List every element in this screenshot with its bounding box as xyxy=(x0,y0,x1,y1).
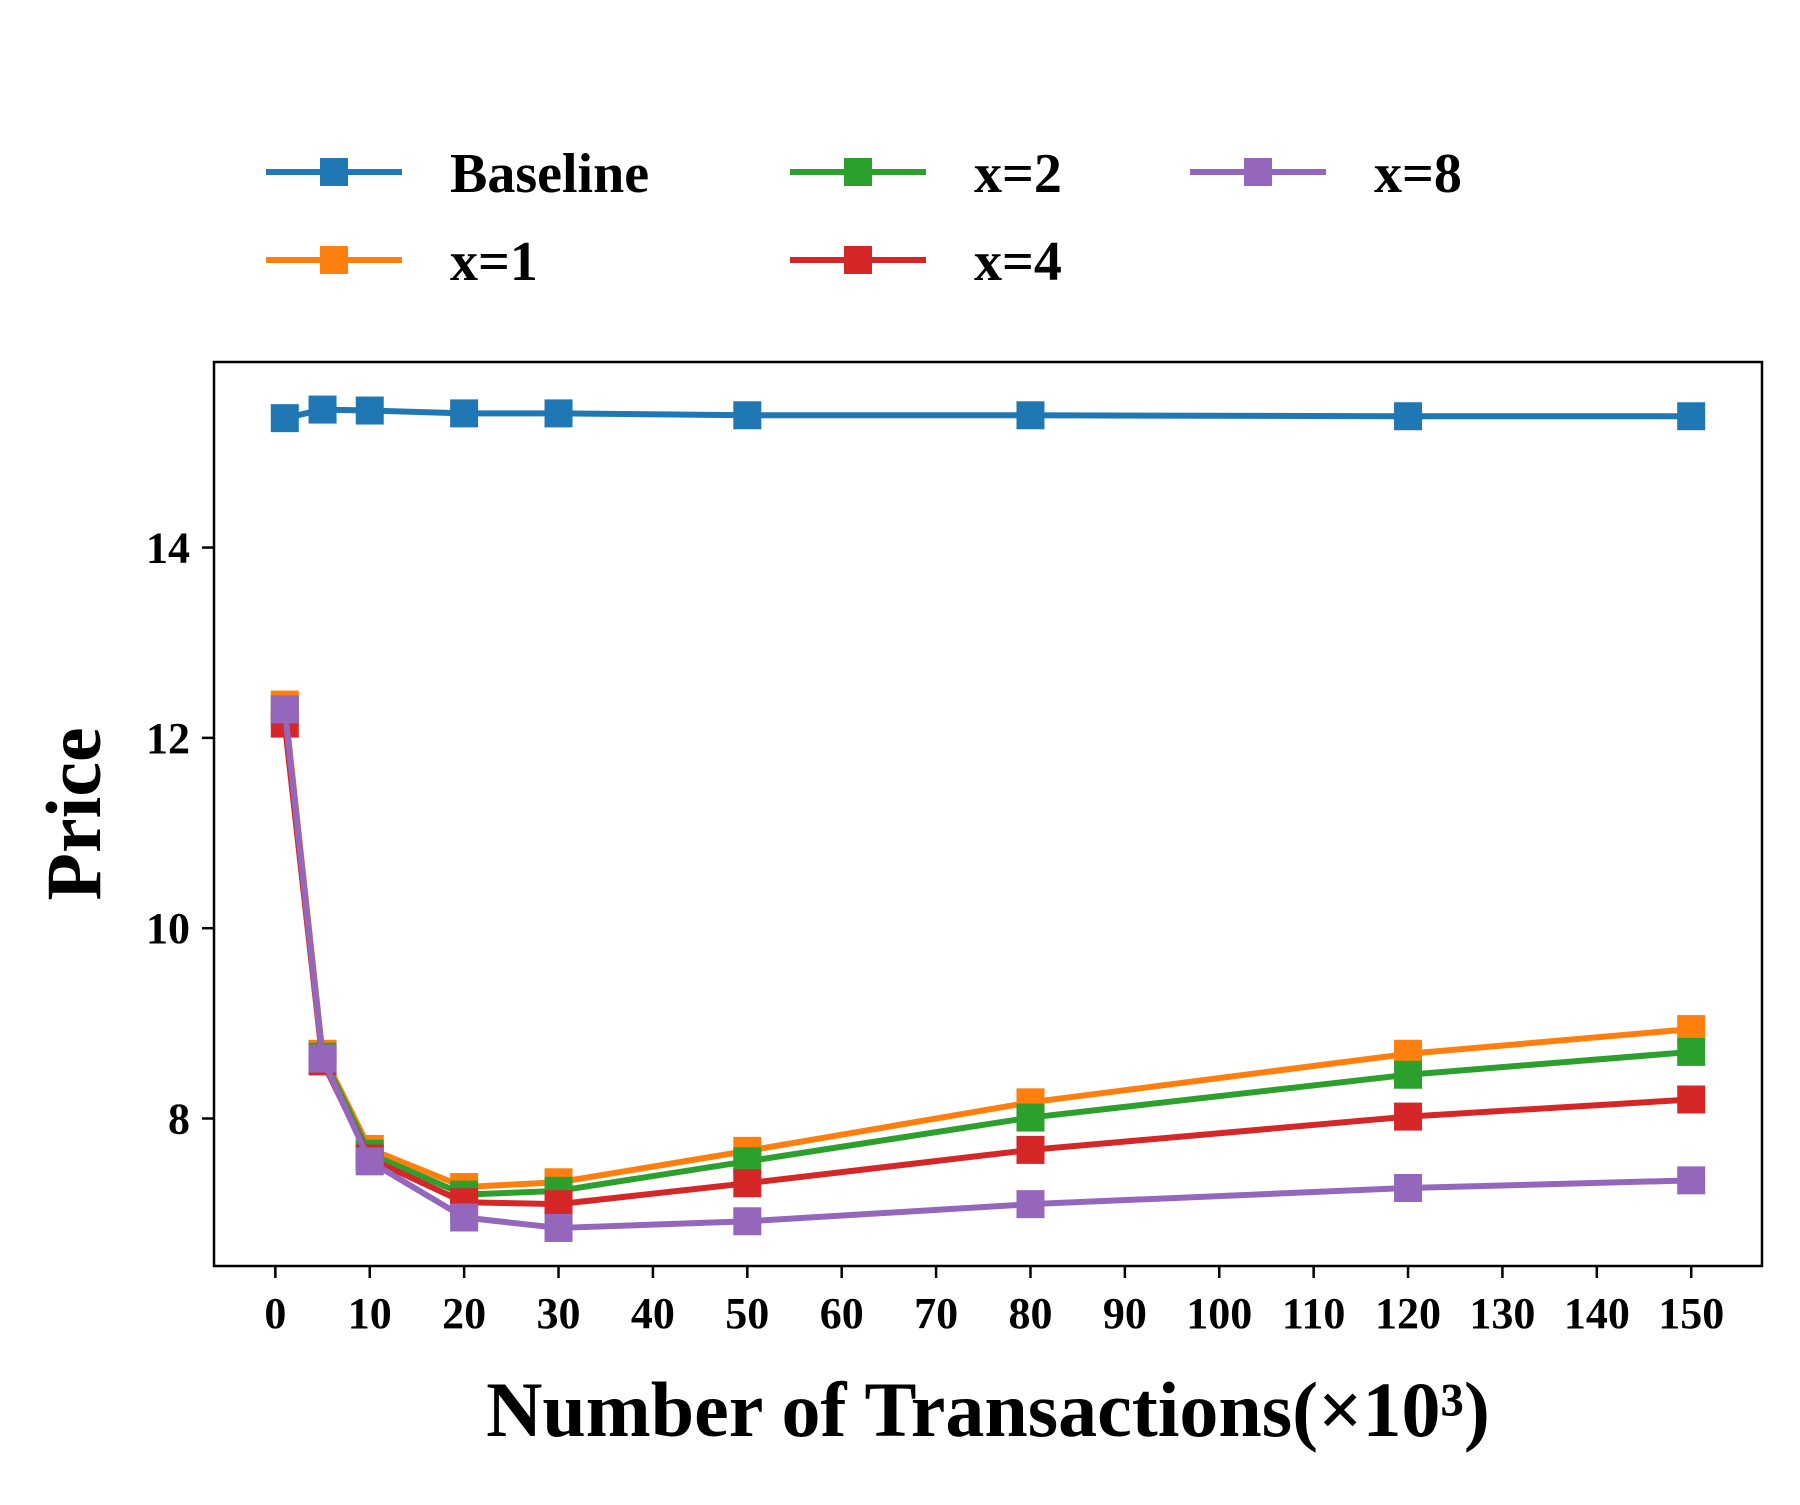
legend-marker xyxy=(320,246,348,274)
y-axis-title: Price xyxy=(30,727,117,900)
data-point xyxy=(544,399,573,428)
plot-frame xyxy=(212,360,1764,1268)
data-point xyxy=(1677,1085,1706,1114)
legend: Baseline x=1 x=2 x=4 x=8 xyxy=(266,143,1462,293)
x-tick-label: 110 xyxy=(1282,1289,1346,1338)
data-point xyxy=(450,399,479,428)
y-tick-label: 10 xyxy=(146,904,190,953)
legend-item: x=2 xyxy=(790,143,1062,205)
data-point xyxy=(1016,1103,1045,1132)
series-line xyxy=(281,709,1692,1231)
data-point xyxy=(733,1169,762,1198)
series-layer xyxy=(270,395,1706,1242)
legend-item: x=1 xyxy=(266,231,538,293)
series-x=4 xyxy=(270,709,1706,1219)
legend-label: x=4 xyxy=(974,231,1062,293)
x-tick-label: 0 xyxy=(264,1289,286,1338)
data-point xyxy=(544,1213,573,1242)
series-line xyxy=(281,710,1692,1198)
data-point xyxy=(450,1203,479,1232)
data-point xyxy=(544,1190,573,1219)
x-axis-title: Number of Transactions(×10³) xyxy=(486,1366,1490,1453)
x-axis: 0 10 20 30 40 50 60 70 80 90 100 110 120 130 140 150 xyxy=(264,1266,1724,1338)
legend-label: x=8 xyxy=(1374,143,1462,205)
data-point xyxy=(308,1044,337,1073)
x-tick-label: 90 xyxy=(1103,1289,1147,1338)
data-point xyxy=(355,396,384,425)
data-point xyxy=(1677,402,1706,431)
x-tick-label: 10 xyxy=(348,1289,392,1338)
x-tick-label: 130 xyxy=(1469,1289,1535,1338)
legend-marker xyxy=(1244,158,1272,186)
data-point xyxy=(308,395,337,424)
x-tick-label: 80 xyxy=(1008,1289,1052,1338)
legend-label: Baseline xyxy=(450,143,649,205)
y-tick-label: 12 xyxy=(146,714,190,763)
data-point xyxy=(355,1147,384,1176)
x-tick-label: 30 xyxy=(537,1289,581,1338)
legend-label: x=1 xyxy=(450,231,538,293)
y-tick-label: 8 xyxy=(168,1095,190,1144)
legend-label: x=2 xyxy=(974,143,1062,205)
data-point xyxy=(1016,401,1045,430)
legend-marker xyxy=(320,158,348,186)
legend-marker xyxy=(844,246,872,274)
x-tick-label: 50 xyxy=(725,1289,769,1338)
legend-item: x=4 xyxy=(790,231,1062,293)
data-point xyxy=(733,401,762,430)
x-tick-label: 100 xyxy=(1186,1289,1252,1338)
data-point xyxy=(270,404,299,433)
x-tick-label: 40 xyxy=(631,1289,675,1338)
x-tick-label: 60 xyxy=(820,1289,864,1338)
data-point xyxy=(1016,1135,1045,1164)
series-x=2 xyxy=(270,697,1706,1209)
series-line xyxy=(281,723,1692,1208)
y-axis: 8 10 12 14 xyxy=(146,524,214,1144)
data-point xyxy=(1394,1102,1423,1131)
y-tick-label: 14 xyxy=(146,524,190,573)
data-point xyxy=(1677,1166,1706,1195)
legend-item: Baseline xyxy=(266,143,649,205)
x-tick-label: 20 xyxy=(442,1289,486,1338)
data-point xyxy=(1394,1173,1423,1202)
x-tick-label: 120 xyxy=(1375,1289,1441,1338)
series-line xyxy=(284,406,1692,422)
series-x=8 xyxy=(270,695,1706,1242)
x-tick-label: 70 xyxy=(914,1289,958,1338)
legend-marker xyxy=(844,158,872,186)
legend-item: x=8 xyxy=(1190,143,1462,205)
data-point xyxy=(1677,1037,1706,1066)
series-Baseline xyxy=(270,395,1706,433)
x-tick-label: 140 xyxy=(1564,1289,1630,1338)
data-point xyxy=(733,1207,762,1236)
data-point xyxy=(1394,1060,1423,1089)
x-tick-label: 150 xyxy=(1658,1289,1724,1338)
data-point xyxy=(270,695,299,724)
data-point xyxy=(1394,402,1423,431)
data-point xyxy=(1016,1190,1045,1219)
